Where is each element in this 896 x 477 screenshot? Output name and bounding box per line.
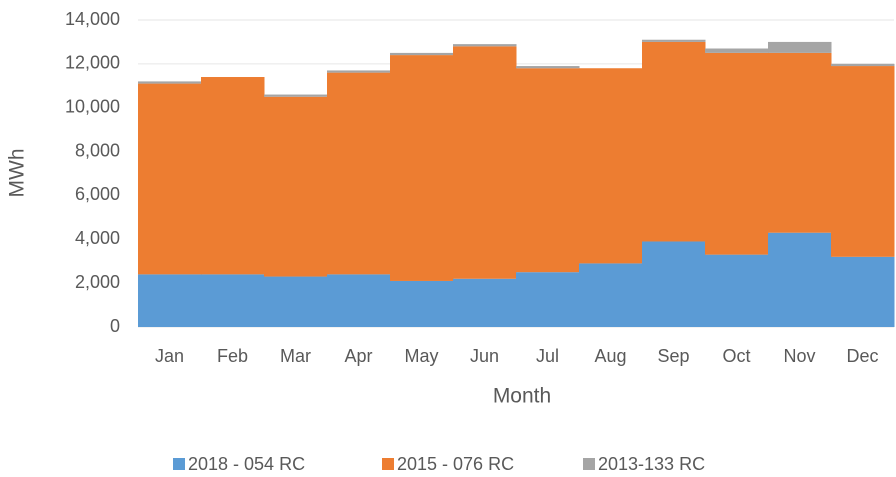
bar-segment: [516, 68, 580, 273]
bar-segment: [201, 274, 265, 327]
bar-segment: [453, 46, 517, 279]
y-tick-label: 10,000: [65, 96, 120, 116]
x-tick-label: Sep: [657, 346, 689, 366]
legend-label: 2015 - 076 RC: [397, 454, 514, 474]
legend-swatch: [173, 458, 185, 470]
bar-segment: [705, 48, 769, 53]
y-tick-label: 8,000: [75, 140, 120, 160]
y-tick-label: 12,000: [65, 53, 120, 73]
bar-segment: [327, 70, 391, 73]
bar-segment: [579, 68, 643, 264]
bar-segment: [138, 83, 202, 275]
bar-segment: [201, 77, 265, 275]
bar-segment: [831, 66, 895, 257]
legend-label: 2018 - 054 RC: [188, 454, 305, 474]
x-tick-label: Oct: [722, 346, 750, 366]
bar-segment: [327, 274, 391, 327]
x-tick-label: Feb: [217, 346, 248, 366]
bar-segment: [327, 72, 391, 275]
x-axis-title: Month: [493, 385, 551, 408]
bar-segment: [705, 254, 769, 327]
y-tick-label: 4,000: [75, 228, 120, 248]
bar-segment: [768, 52, 832, 233]
x-tick-label: May: [404, 346, 438, 366]
x-tick-label: Jan: [155, 346, 184, 366]
y-tick-label: 6,000: [75, 184, 120, 204]
x-tick-label: Apr: [344, 346, 372, 366]
bar-segment: [264, 96, 328, 277]
legend-label: 2013-133 RC: [598, 454, 705, 474]
bar-segment: [390, 55, 454, 281]
bar-segment: [768, 232, 832, 327]
bar-segment: [390, 52, 454, 56]
bar-segment: [138, 81, 202, 84]
y-tick-label: 2,000: [75, 272, 120, 292]
legend-swatch: [382, 458, 394, 470]
bar-segment: [453, 278, 517, 327]
bar-segment: [768, 41, 832, 53]
x-tick-label: Jul: [536, 346, 559, 366]
bar-segment: [642, 41, 706, 242]
x-tick-label: Nov: [783, 346, 815, 366]
y-tick-label: 14,000: [65, 9, 120, 29]
bar-segment: [642, 39, 706, 42]
bar-segment: [390, 280, 454, 327]
y-axis-title: MWh: [6, 149, 29, 198]
bar-segment: [516, 272, 580, 327]
bar-segment: [642, 241, 706, 327]
bar-segment: [264, 276, 328, 327]
x-tick-label: Mar: [280, 346, 311, 366]
bar-segment: [705, 52, 769, 255]
bar-segment: [138, 274, 202, 327]
x-tick-label: Jun: [470, 346, 499, 366]
legend-swatch: [583, 458, 595, 470]
bar-segment: [831, 63, 895, 67]
bar-segment: [264, 94, 328, 97]
bar-segment: [516, 66, 580, 69]
bar-segment: [831, 256, 895, 327]
x-tick-label: Aug: [594, 346, 626, 366]
bar-segment: [453, 44, 517, 47]
bar-segment: [579, 263, 643, 327]
x-tick-label: Dec: [846, 346, 878, 366]
y-tick-label: 0: [110, 316, 120, 336]
